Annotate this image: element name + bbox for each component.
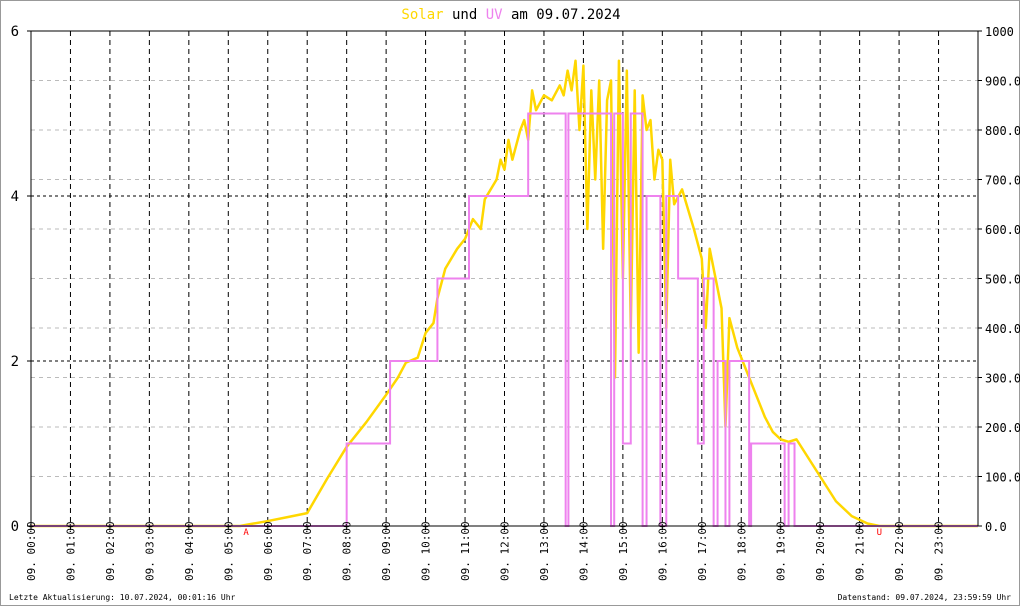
right-axis-tick-label: 1000 bbox=[985, 25, 1014, 39]
x-axis-tick-label: 09. 14:00 bbox=[577, 521, 590, 581]
sun-marker-u: U bbox=[877, 528, 882, 538]
x-axis-tick-label: 09. 15:00 bbox=[617, 521, 630, 581]
x-axis-tick-label: 09. 02:00 bbox=[104, 521, 117, 581]
x-axis-tick-label: 09. 18:00 bbox=[735, 521, 748, 581]
x-axis-tick-label: 09. 05:00 bbox=[222, 521, 235, 581]
x-axis-tick-label: 09. 11:00 bbox=[459, 521, 472, 581]
x-axis-tick-label: 09. 23:00 bbox=[933, 521, 946, 581]
left-axis-tick-label: 0 bbox=[11, 519, 19, 535]
left-axis-tick-label: 2 bbox=[11, 354, 19, 370]
title-uv: UV bbox=[486, 7, 503, 23]
x-axis-tick-label: 09. 13:00 bbox=[538, 521, 551, 581]
x-axis-tick-label: 09. 20:00 bbox=[814, 521, 827, 581]
sun-marker-a: A bbox=[243, 528, 249, 538]
title-solar: Solar bbox=[401, 7, 443, 23]
left-axis-tick-label: 6 bbox=[11, 24, 19, 40]
right-axis-tick-label: 800.0 bbox=[985, 124, 1020, 138]
x-axis-tick-label: 09. 19:00 bbox=[775, 521, 788, 581]
right-axis-tick-label: 0.0 bbox=[985, 520, 1007, 534]
x-axis-tick-label: 09. 16:00 bbox=[656, 521, 669, 581]
right-axis-tick-label: 300.0 bbox=[985, 372, 1020, 386]
title-und: und bbox=[444, 7, 486, 23]
x-axis-tick-label: 09. 09:00 bbox=[380, 521, 393, 581]
right-axis-tick-label: 600.0 bbox=[985, 223, 1020, 237]
right-axis-tick-label: 400.0 bbox=[985, 322, 1020, 336]
x-axis-tick-label: 09. 08:00 bbox=[341, 521, 354, 581]
x-axis-tick-label: 09. 17:00 bbox=[696, 521, 709, 581]
x-axis-tick-label: 09. 21:00 bbox=[854, 521, 867, 581]
title-date: am 09.07.2024 bbox=[503, 7, 621, 23]
solar-series-line bbox=[31, 59, 978, 528]
data-state-text: Datenstand: 09.07.2024, 23:59:59 Uhr bbox=[837, 593, 1011, 602]
x-axis-tick-label: 09. 06:00 bbox=[262, 521, 275, 581]
plot-frame bbox=[30, 30, 979, 527]
right-axis-tick-label: 200.0 bbox=[985, 421, 1020, 435]
x-axis-tick-label: 09. 01:00 bbox=[64, 521, 77, 581]
x-axis-tick-label: 09. 12:00 bbox=[499, 521, 512, 581]
x-axis-tick-label: 09. 10:00 bbox=[420, 521, 433, 581]
left-axis-tick-label: 4 bbox=[11, 189, 19, 205]
last-update-text: Letzte Aktualisierung: 10.07.2024, 00:01… bbox=[9, 593, 236, 602]
right-axis-tick-label: 700.0 bbox=[985, 174, 1020, 188]
x-axis-tick-label: 09. 00:00 bbox=[25, 521, 38, 581]
right-axis-tick-label: 500.0 bbox=[985, 273, 1020, 287]
right-axis-tick-label: 900.0 bbox=[985, 75, 1020, 89]
x-axis-tick-label: 09. 07:00 bbox=[301, 521, 314, 581]
x-axis-tick-label: 09. 03:00 bbox=[143, 521, 156, 581]
right-axis-tick-label: 100.0 bbox=[985, 471, 1020, 485]
uv-series-line bbox=[31, 112, 978, 527]
x-axis-tick-label: 09. 04:00 bbox=[183, 521, 196, 581]
chart-title: Solar und UV am 09.07.2024 bbox=[401, 7, 620, 23]
x-axis-tick-label: 09. 22:00 bbox=[893, 521, 906, 581]
